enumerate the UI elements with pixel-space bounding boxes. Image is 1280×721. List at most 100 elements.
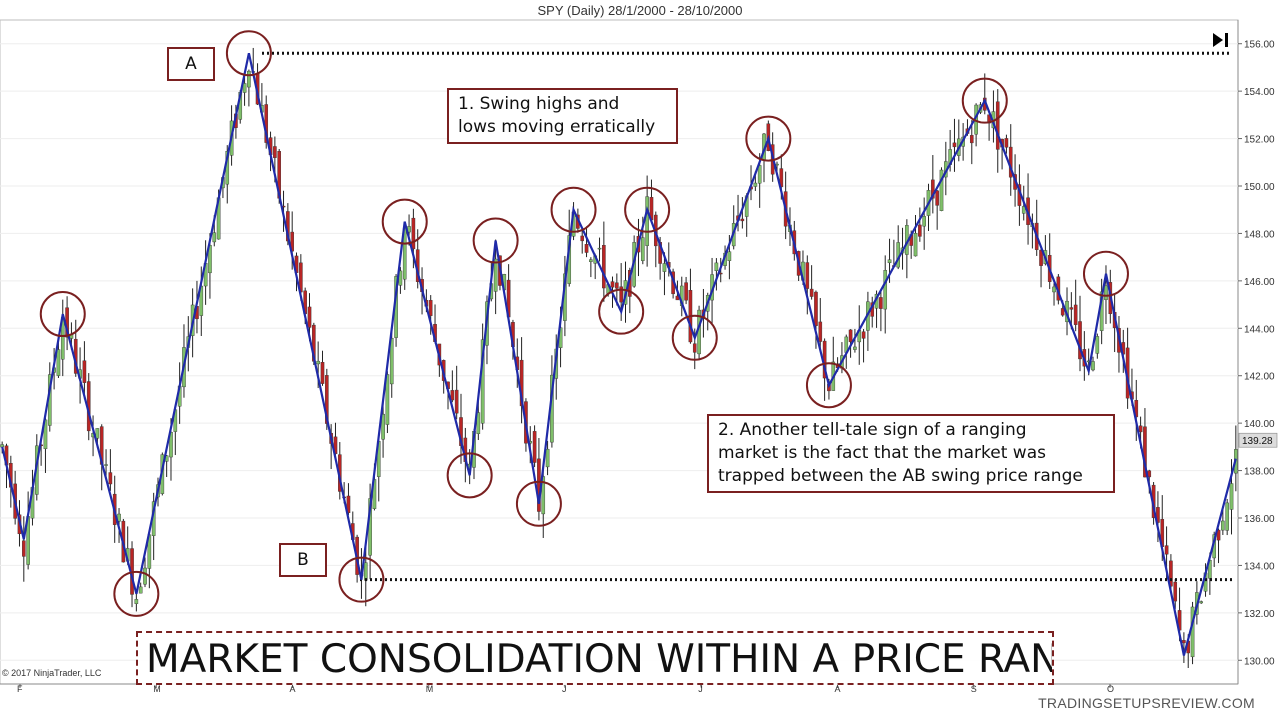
candle-body [597, 247, 602, 250]
candle-body [602, 245, 606, 289]
candle-body [853, 346, 857, 350]
candle-body [138, 586, 143, 594]
candle-body [95, 428, 100, 439]
site-watermark: TRADINGSETUPSREVIEW.COM [1038, 695, 1255, 711]
x-tick-label: O [1107, 684, 1114, 694]
candle-body [273, 146, 277, 158]
x-tick-label: J [698, 684, 703, 694]
swing-circle [225, 30, 272, 77]
y-tick-label: 134.00 [1244, 561, 1275, 572]
candle-body [684, 282, 688, 301]
candle-body [1073, 304, 1078, 325]
y-tick-label: 138.00 [1244, 467, 1275, 478]
candle-body [969, 135, 974, 144]
candle-body [411, 217, 416, 250]
candle-body [1216, 529, 1221, 541]
candle-body [809, 288, 814, 297]
copyright-text: © 2017 NinjaTrader, LLC [2, 668, 102, 678]
level-b-label: B [279, 543, 327, 577]
candle-body [814, 291, 818, 326]
swing-circle [1082, 250, 1129, 297]
candle-body [662, 263, 667, 272]
candle-body [22, 540, 26, 557]
candle-body [493, 258, 498, 292]
candle-body [389, 338, 394, 385]
candle-body [1173, 581, 1178, 602]
swing-zigzag-line [1, 52, 1237, 656]
candle-body [450, 390, 455, 401]
candle-body [939, 169, 944, 211]
last-price-label: 139.28 [1242, 436, 1273, 447]
y-tick-label: 130.00 [1244, 656, 1275, 667]
last-price-tag [1238, 432, 1278, 448]
y-tick-label: 152.00 [1244, 135, 1275, 146]
swing-circle [598, 288, 645, 335]
candle-body [104, 464, 108, 466]
y-tick-label: 148.00 [1244, 229, 1275, 240]
y-tick-label: 146.00 [1244, 277, 1275, 288]
candle-body [56, 349, 61, 376]
candle-body [1078, 321, 1082, 360]
candle-body [580, 235, 585, 242]
candle-body [861, 331, 866, 339]
swing-circle [745, 115, 792, 162]
candle-body [589, 259, 593, 262]
swing-circle [550, 186, 597, 233]
swing-circle [515, 480, 562, 527]
candle-body [476, 412, 481, 434]
candle-body [108, 472, 113, 485]
candle-body [381, 413, 385, 440]
candle-body [615, 282, 619, 289]
candle-body [1060, 308, 1065, 316]
chart-banner: MARKET CONSOLIDATION WITHIN A PRICE RANG… [136, 631, 1054, 685]
candle-body [918, 224, 922, 237]
candle-body [753, 182, 758, 187]
x-tick-label: A [835, 684, 841, 694]
candle-body [619, 286, 623, 303]
candle-body [757, 165, 762, 184]
candle-body [818, 321, 823, 342]
candle-body [779, 168, 784, 188]
x-tick-label: J [562, 684, 567, 694]
candle-body [1039, 249, 1043, 266]
x-tick-label: F [17, 684, 23, 694]
annotation-swing-erratic: 1. Swing highs and lows moving erratical… [447, 88, 678, 144]
candle-body [1221, 520, 1225, 531]
annotation-range-trapped: 2. Another tell-tale sign of a ranging m… [707, 414, 1115, 493]
candle-body [320, 362, 325, 384]
candle-body [1225, 502, 1229, 531]
candle-body [883, 270, 888, 310]
candle-body [935, 190, 939, 206]
y-tick-label: 136.00 [1244, 514, 1275, 525]
swing-circle [961, 77, 1008, 124]
x-tick-label: S [971, 684, 977, 694]
x-tick-label: M [153, 684, 161, 694]
candle-body [641, 237, 645, 261]
candle-body [1182, 640, 1186, 644]
y-tick-label: 142.00 [1244, 372, 1275, 383]
candle-body [1095, 336, 1100, 354]
candle-body [931, 179, 935, 199]
skip-to-end-icon[interactable] [1210, 30, 1232, 50]
candle-body [454, 389, 459, 414]
candle-body [922, 216, 926, 227]
candle-body [1164, 545, 1169, 555]
y-tick-label: 156.00 [1244, 40, 1275, 51]
candle-body [316, 360, 320, 365]
swing-circle [113, 570, 160, 617]
swing-circle [381, 198, 428, 245]
candle-body [0, 444, 4, 448]
candle-body [740, 218, 745, 222]
candle-body [532, 431, 537, 463]
y-tick-label: 154.00 [1244, 87, 1275, 98]
candle-body [1138, 425, 1143, 433]
candle-body [1229, 483, 1234, 510]
y-tick-label: 132.00 [1244, 609, 1275, 620]
y-tick-label: 150.00 [1244, 182, 1275, 193]
candle-body [1069, 307, 1074, 310]
swing-circle [671, 314, 718, 361]
candle-body [913, 232, 918, 257]
level-a-label: A [167, 47, 215, 81]
candle-body [1169, 560, 1173, 587]
y-tick-label: 144.00 [1244, 324, 1275, 335]
